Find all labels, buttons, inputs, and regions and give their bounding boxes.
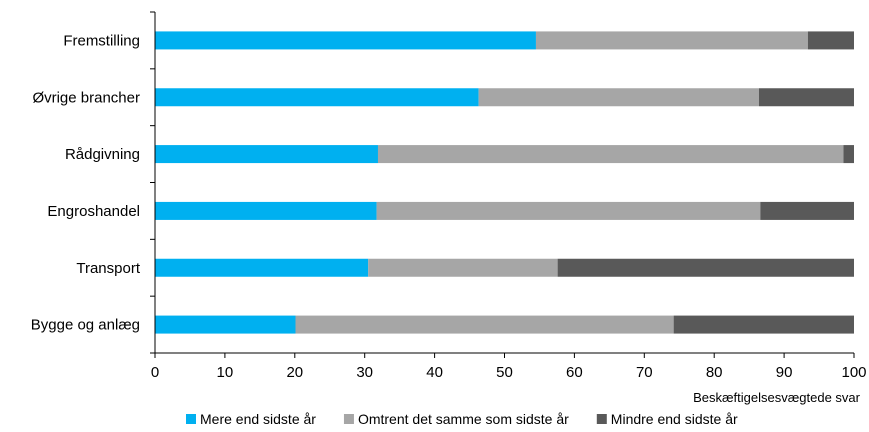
bar-3-4 <box>760 201 854 220</box>
bar-2-4 <box>376 201 761 220</box>
bar-1-6 <box>155 315 296 334</box>
x-tick-label-80: 80 <box>706 364 723 381</box>
x-tick-label-20: 20 <box>286 364 303 381</box>
axes-group <box>150 11 854 354</box>
x-tick-label-100: 100 <box>841 364 866 381</box>
x-axis-title: Beskæftigelsesvægtede svar <box>693 390 861 405</box>
bar-2-1 <box>535 31 808 50</box>
bar-3-6 <box>673 315 854 334</box>
category-label-6: Bygge og anlæg <box>31 317 140 334</box>
category-label-5: Transport <box>76 260 140 277</box>
legend-label-1: Mere end sidste år <box>200 411 316 427</box>
category-label-3: Rådgivning <box>65 146 140 163</box>
bar-1-5 <box>155 258 369 277</box>
bar-3-5 <box>557 258 854 277</box>
x-tick-label-30: 30 <box>356 364 373 381</box>
x-tick-label-90: 90 <box>776 364 793 381</box>
x-tick-label-40: 40 <box>426 364 443 381</box>
x-tick-label-0: 0 <box>151 364 159 381</box>
bar-3-2 <box>758 88 854 107</box>
bar-3-3 <box>843 145 854 164</box>
legend-label-3: Mindre end sidste år <box>611 411 738 427</box>
bar-3-1 <box>807 31 854 50</box>
bar-2-5 <box>368 258 558 277</box>
legend-label-2: Omtrent det samme som sidste år <box>358 411 569 427</box>
x-tick-label-10: 10 <box>217 364 234 381</box>
bar-1-3 <box>155 145 378 164</box>
x-tick-label-60: 60 <box>566 364 583 381</box>
category-label-1: Fremstilling <box>63 32 140 49</box>
x-tick-label-70: 70 <box>636 364 653 381</box>
bar-2-3 <box>377 145 844 164</box>
legend: Mere end sidste år Omtrent det samme som … <box>186 411 738 427</box>
category-label-2: Øvrige brancher <box>32 89 140 106</box>
bars-group <box>155 31 854 334</box>
bar-1-4 <box>155 201 377 220</box>
bar-2-6 <box>295 315 674 334</box>
legend-swatch-2 <box>343 414 354 424</box>
x-tick-label-50: 50 <box>496 364 513 381</box>
legend-swatch-3 <box>596 414 607 424</box>
category-labels: Fremstilling Øvrige brancher Rådgivning Eng… <box>31 32 141 333</box>
bar-1-2 <box>155 88 479 107</box>
legend-swatch-1 <box>186 414 196 424</box>
bar-2-2 <box>478 88 759 107</box>
bar-1-1 <box>155 31 536 50</box>
category-label-4: Engroshandel <box>47 203 140 220</box>
x-ticks: 0 10 20 30 40 50 60 70 80 90 100 <box>151 353 867 381</box>
